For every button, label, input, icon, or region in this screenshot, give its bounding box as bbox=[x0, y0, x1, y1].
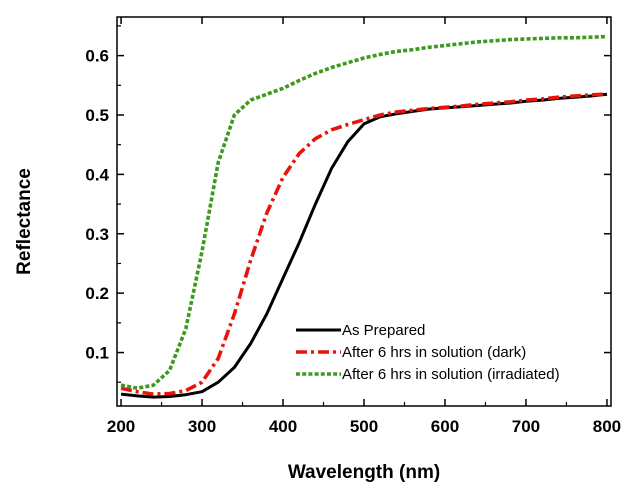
y-tick-label: 0.5 bbox=[85, 106, 109, 125]
y-axis-ticks: 0.1 0.2 0.3 0.4 0.5 0.6 bbox=[85, 25, 611, 383]
x-tick-label: 500 bbox=[350, 417, 378, 436]
x-tick-label: 600 bbox=[431, 417, 459, 436]
x-tick-label: 700 bbox=[512, 417, 540, 436]
y-tick-label: 0.1 bbox=[85, 344, 109, 363]
x-tick-label: 800 bbox=[593, 417, 621, 436]
y-axis-title: Reflectance bbox=[14, 168, 35, 275]
x-tick-label: 300 bbox=[188, 417, 216, 436]
x-axis-title: Wavelength (nm) bbox=[288, 462, 440, 483]
y-tick-label: 0.6 bbox=[85, 47, 109, 66]
y-tick-label: 0.4 bbox=[85, 165, 109, 184]
legend-label: After 6 hrs in solution (dark) bbox=[342, 344, 526, 361]
legend-label: After 6 hrs in solution (irradiated) bbox=[342, 366, 560, 383]
series-line-3 bbox=[120, 34, 608, 391]
y-tick-label: 0.3 bbox=[85, 225, 109, 244]
x-tick-label: 400 bbox=[269, 417, 297, 436]
plot-lines bbox=[120, 34, 608, 399]
legend: As Prepared After 6 hrs in solution (dark… bbox=[296, 322, 560, 383]
x-axis-ticks: 200 300 400 500 600 700 800 bbox=[107, 17, 621, 436]
y-tick-label: 0.2 bbox=[85, 284, 109, 303]
series-line-2 bbox=[120, 92, 608, 396]
series-line-1 bbox=[120, 92, 608, 399]
legend-label: As Prepared bbox=[342, 322, 425, 339]
x-tick-label: 200 bbox=[107, 417, 135, 436]
